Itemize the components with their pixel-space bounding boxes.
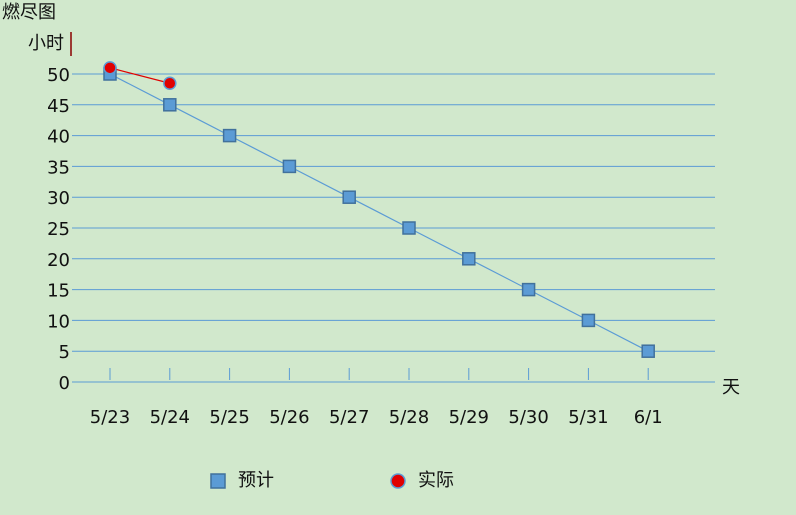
- point: [222, 128, 237, 143]
- point: [402, 221, 416, 235]
- y-tick-label: 20: [47, 250, 70, 271]
- y-tick-label: 45: [47, 96, 70, 117]
- x-tick-label: 5/29: [449, 407, 489, 428]
- y-tick-label: 0: [59, 373, 70, 394]
- point: [282, 159, 297, 174]
- y-tick-label: 50: [47, 65, 70, 86]
- point: [462, 252, 476, 266]
- y-tick-label: 10: [47, 311, 70, 332]
- point: [581, 313, 596, 328]
- chart-title: 燃尽图: [2, 2, 56, 23]
- point: [103, 61, 117, 75]
- series-line: [109, 67, 170, 84]
- x-tick-label: 5/27: [329, 407, 369, 428]
- series-line: [109, 73, 649, 352]
- y-tick-label: 25: [47, 219, 70, 240]
- point: [163, 76, 177, 90]
- point: [521, 282, 536, 297]
- x-tick-label: 5/28: [389, 407, 429, 428]
- legend-label: 预计: [238, 470, 274, 491]
- point: [163, 98, 177, 112]
- y-tick-label: 5: [59, 342, 70, 363]
- y-tick-label: 30: [47, 188, 70, 209]
- legend-marker: [390, 473, 406, 489]
- legend-label: 实际: [418, 470, 454, 491]
- x-tick-label: 5/26: [269, 407, 309, 428]
- legend-marker: [210, 473, 226, 489]
- x-tick-label: 5/25: [209, 407, 249, 428]
- x-tick-label: 5/23: [90, 407, 130, 428]
- x-tick-label: 5/30: [508, 407, 548, 428]
- point: [342, 190, 356, 204]
- y-axis-label: 小时: [28, 33, 64, 54]
- y-tick-label: 35: [47, 157, 70, 178]
- x-tick-label: 6/1: [634, 407, 663, 428]
- y-tick-label: 15: [47, 281, 70, 302]
- y-tick-label: 40: [47, 127, 70, 148]
- x-axis-label: 天: [722, 377, 740, 398]
- point: [641, 344, 655, 358]
- x-tick-label: 5/31: [568, 407, 608, 428]
- x-tick-label: 5/24: [150, 407, 190, 428]
